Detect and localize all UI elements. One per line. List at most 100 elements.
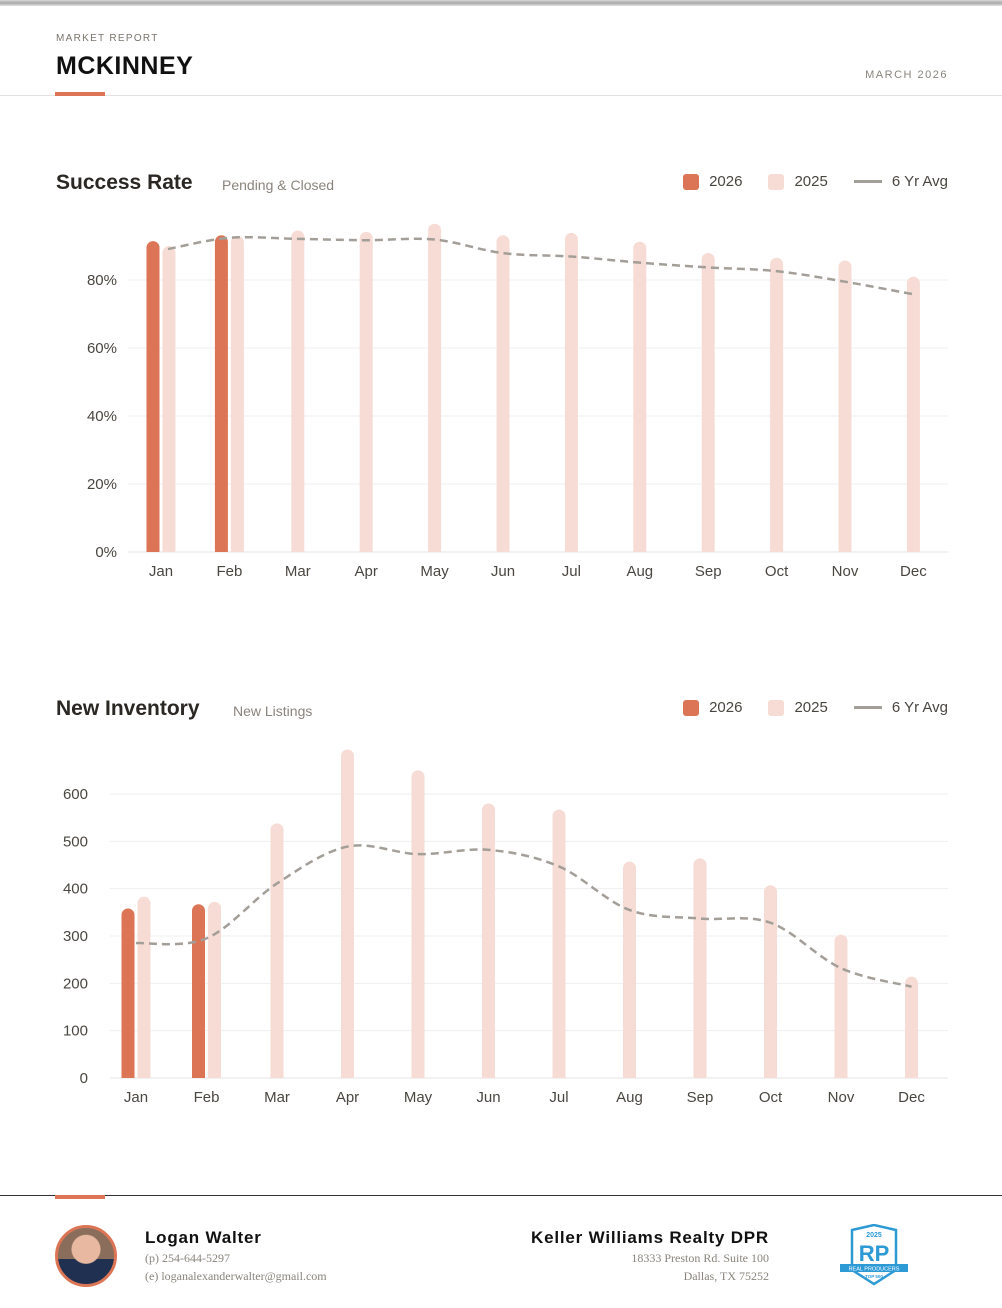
success-rate-chart: 0% 20% 40% 60% 80% Jan Feb Mar Apr May Jun Jul Aug Se… <box>87 223 948 580</box>
bar-2025 <box>482 803 495 1078</box>
avg-line <box>135 844 912 988</box>
bar-2025 <box>906 276 920 552</box>
x-tick-label: May <box>404 1089 433 1106</box>
chart-title: New Inventory <box>56 697 200 720</box>
bar-2025 <box>633 241 647 552</box>
bar-2025 <box>834 934 848 1078</box>
page-title: MCKINNEY <box>56 52 194 80</box>
y-tick-label: 500 <box>63 833 88 850</box>
svg-text:2025: 2025 <box>866 1232 882 1239</box>
x-tick-label: Sep <box>695 563 722 580</box>
x-tick-label: Mar <box>285 563 311 580</box>
x-tick-label: Jul <box>549 1089 568 1106</box>
footer-divider <box>0 1195 1002 1196</box>
x-tick-label: May <box>420 563 449 580</box>
svg-text:REAL PRODUCERS: REAL PRODUCERS <box>849 1267 900 1273</box>
bar-2025 <box>411 770 425 1078</box>
x-tick-label: Jun <box>491 563 515 580</box>
bar-2025 <box>428 223 442 553</box>
company-address-line2: Dallas, TX 75252 <box>683 1269 769 1283</box>
x-tick-label: Aug <box>626 563 653 580</box>
bar-2026 <box>214 235 228 553</box>
agent-email[interactable]: (e) loganalexanderwalter@gmail.com <box>145 1269 327 1283</box>
x-tick-label: Jul <box>562 563 581 580</box>
company-address-line1: 18333 Preston Rd. Suite 100 <box>631 1251 769 1265</box>
bar-2026 <box>121 908 135 1078</box>
svg-text:TOP 500: TOP 500 <box>865 1274 883 1279</box>
y-tick-label: 600 <box>63 786 88 803</box>
legend-2025: 2025 <box>768 699 828 716</box>
chart-legend: 2026 2025 6 Yr Avg <box>657 699 948 716</box>
x-tick-label: Apr <box>336 1089 359 1106</box>
report-kicker: MARKET REPORT <box>56 33 159 44</box>
bar-2025 <box>701 252 715 553</box>
agent-phone[interactable]: (p) 254-644-5297 <box>145 1251 230 1265</box>
x-tick-label: Oct <box>765 563 789 580</box>
bar-2025 <box>291 230 305 552</box>
header-divider <box>0 95 1002 96</box>
avg-line <box>167 235 914 296</box>
real-producers-badge-logo: 2025 RP REAL PRODUCERS TOP 500 <box>840 1224 908 1286</box>
x-tick-label: Feb <box>194 1089 220 1106</box>
x-tick-label: Dec <box>898 1089 925 1106</box>
y-tick-label: 60% <box>87 340 117 357</box>
x-tick-label: Jan <box>149 563 173 580</box>
x-tick-label: Apr <box>355 563 378 580</box>
x-tick-label: Jun <box>476 1089 500 1106</box>
y-tick-label: 400 <box>63 881 88 898</box>
bar-2025 <box>341 749 354 1078</box>
x-tick-label: Nov <box>832 563 859 580</box>
bar-2026 <box>192 904 205 1078</box>
x-tick-label: Oct <box>759 1089 783 1106</box>
bar-2025 <box>623 861 636 1078</box>
y-tick-label: 20% <box>87 476 117 493</box>
company-name: Keller Williams Realty DPR <box>531 1228 769 1247</box>
new-inventory-chart: 0 100 200 300 400 500 600 Jan Feb Mar Apr May Jun Jul… <box>63 749 948 1106</box>
bar-2025 <box>496 235 510 553</box>
svg-text:RP: RP <box>859 1241 890 1266</box>
bar-2025 <box>230 235 244 553</box>
y-tick-label: 80% <box>87 272 117 289</box>
bar-2025 <box>552 809 566 1078</box>
x-tick-label: Jan <box>124 1089 148 1106</box>
bar-2026 <box>146 241 160 552</box>
legend-2026: 2026 <box>683 699 742 716</box>
x-tick-label: Feb <box>216 563 242 580</box>
agent-name: Logan Walter <box>145 1228 262 1247</box>
x-tick-label: Mar <box>264 1089 290 1106</box>
legend-avg: 6 Yr Avg <box>853 699 948 716</box>
top-border <box>0 0 1002 6</box>
y-tick-label: 200 <box>63 975 88 992</box>
bar-2025 <box>359 231 373 552</box>
bar-2025 <box>905 976 918 1078</box>
chart-legend: 2026 2025 6 Yr Avg <box>657 173 948 190</box>
bar-2025 <box>838 260 852 552</box>
legend-2025: 2025 <box>768 173 828 190</box>
bar-2025 <box>764 885 777 1078</box>
legend-2026: 2026 <box>683 173 742 190</box>
report-date: MARCH 2026 <box>865 69 948 81</box>
chart-subtitle: New Listings <box>233 703 313 719</box>
y-tick-label: 300 <box>63 928 88 945</box>
y-tick-label: 0 <box>80 1070 88 1087</box>
y-tick-label: 0% <box>95 544 117 561</box>
bar-2025 <box>270 823 284 1078</box>
y-tick-label: 100 <box>63 1023 88 1040</box>
x-tick-label: Dec <box>900 563 927 580</box>
bar-2025 <box>137 896 151 1078</box>
bar-2025 <box>208 901 221 1078</box>
footer-accent <box>55 1195 105 1199</box>
x-tick-label: Sep <box>687 1089 714 1106</box>
header-accent <box>55 92 105 96</box>
chart-subtitle: Pending & Closed <box>222 177 335 193</box>
y-tick-label: 40% <box>87 408 117 425</box>
bar-2025 <box>770 257 784 552</box>
bar-2025 <box>693 858 707 1078</box>
bar-2025 <box>564 232 578 553</box>
x-tick-label: Aug <box>616 1089 643 1106</box>
chart-title: Success Rate <box>56 171 193 194</box>
bar-2025 <box>162 246 176 553</box>
x-tick-label: Nov <box>828 1089 855 1106</box>
agent-avatar <box>55 1225 117 1287</box>
legend-avg: 6 Yr Avg <box>853 173 948 190</box>
